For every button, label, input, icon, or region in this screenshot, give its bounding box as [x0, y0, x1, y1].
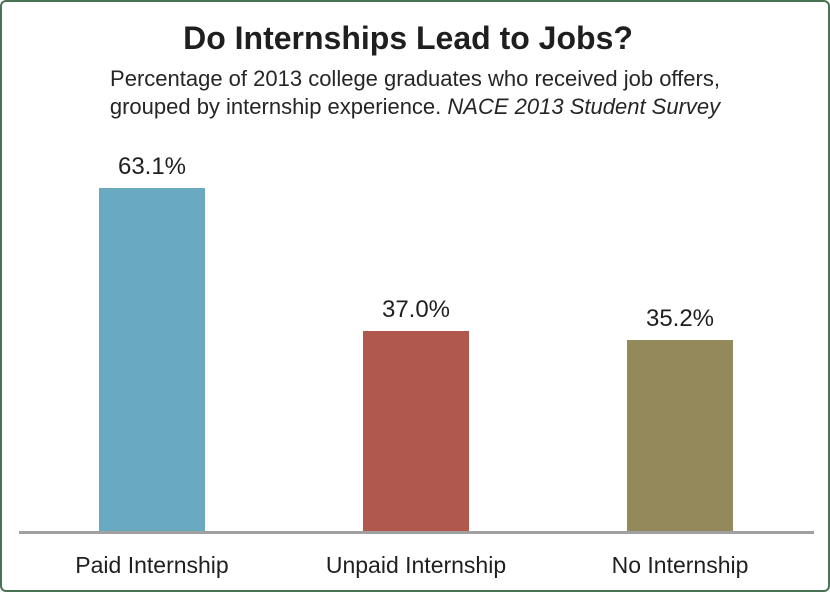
chart-title: Do Internships Lead to Jobs?	[183, 20, 633, 56]
chart-subtitle-line2: grouped by internship experience.	[109, 94, 442, 119]
value-label-paid-internship: 63.1%	[117, 153, 187, 180]
chart-subtitle-line1: Percentage of 2013 college graduates who…	[110, 66, 720, 91]
bar-paid-internship	[99, 188, 205, 533]
chart-subtitle: Percentage of 2013 college graduates who…	[2, 65, 828, 121]
x-axis-line	[19, 531, 814, 534]
value-label-unpaid-internship: 37.0%	[381, 296, 451, 323]
chart-source-text: NACE 2013 Student Survey	[447, 94, 721, 119]
category-label-paid-internship: Paid Internship	[75, 552, 229, 578]
value-label-no-internship: 35.2%	[645, 305, 715, 332]
bar-unpaid-internship	[363, 331, 469, 533]
bar-no-internship	[627, 340, 733, 533]
category-label-no-internship: No Internship	[611, 552, 749, 578]
category-label-unpaid-internship: Unpaid Internship	[325, 552, 507, 578]
